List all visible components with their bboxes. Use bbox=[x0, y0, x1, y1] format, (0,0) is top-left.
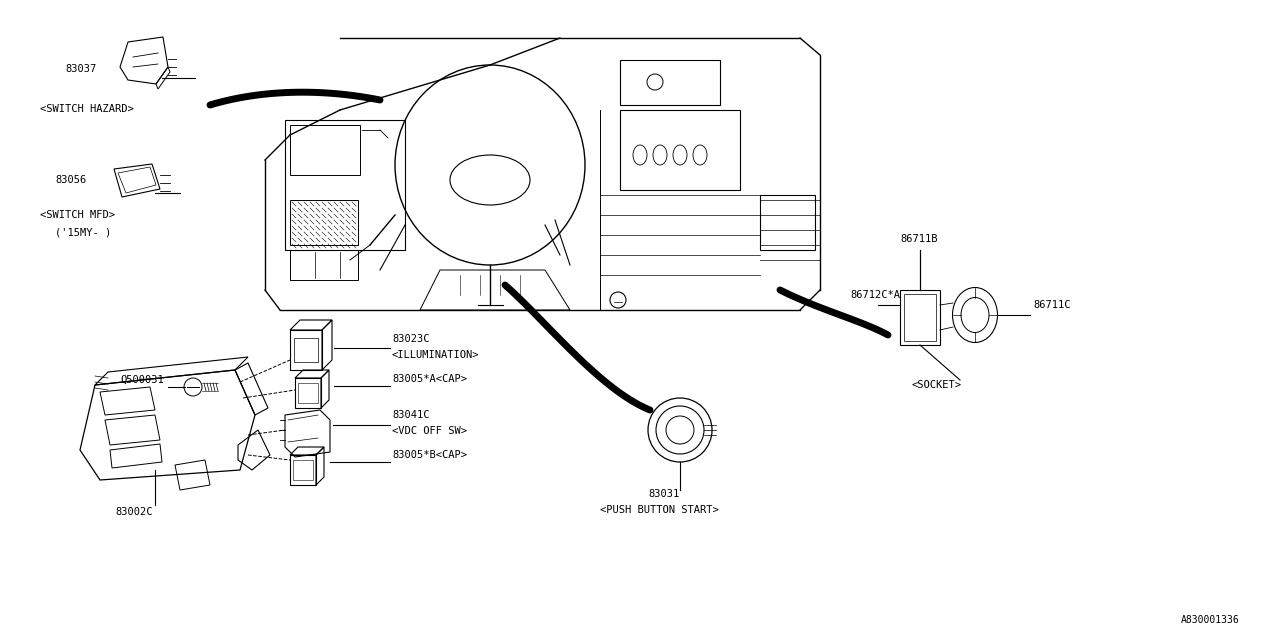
Bar bbox=[900, 290, 940, 345]
Text: <SWITCH HAZARD>: <SWITCH HAZARD> bbox=[40, 104, 133, 114]
Bar bbox=[285, 120, 404, 250]
Bar bbox=[760, 195, 815, 250]
Bar bbox=[620, 110, 740, 190]
Text: 83056: 83056 bbox=[55, 175, 86, 185]
Bar bbox=[293, 460, 314, 480]
Text: 86711C: 86711C bbox=[1033, 300, 1070, 310]
Text: A830001336: A830001336 bbox=[1181, 615, 1240, 625]
Text: Q500031: Q500031 bbox=[120, 375, 164, 385]
Text: <PUSH BUTTON START>: <PUSH BUTTON START> bbox=[600, 505, 719, 515]
Bar bbox=[291, 125, 360, 175]
Text: <SWITCH MFD>: <SWITCH MFD> bbox=[40, 210, 115, 220]
Text: <ILLUMINATION>: <ILLUMINATION> bbox=[392, 350, 480, 360]
Text: 83037: 83037 bbox=[65, 64, 96, 74]
Text: 83005*B<CAP>: 83005*B<CAP> bbox=[392, 450, 467, 460]
Bar bbox=[904, 294, 936, 341]
Text: 86712C*A: 86712C*A bbox=[850, 290, 900, 300]
Text: 83002C: 83002C bbox=[115, 507, 152, 517]
Text: 86711B: 86711B bbox=[900, 234, 937, 244]
Text: 83005*A<CAP>: 83005*A<CAP> bbox=[392, 374, 467, 384]
Text: 83031: 83031 bbox=[648, 489, 680, 499]
Text: ('15MY- ): ('15MY- ) bbox=[55, 227, 111, 237]
Bar bbox=[291, 200, 358, 245]
Text: 83041C: 83041C bbox=[392, 410, 430, 420]
Text: <VDC OFF SW>: <VDC OFF SW> bbox=[392, 426, 467, 436]
Text: <SOCKET>: <SOCKET> bbox=[911, 380, 963, 390]
Text: 83023C: 83023C bbox=[392, 334, 430, 344]
Bar bbox=[298, 383, 317, 403]
Bar bbox=[294, 338, 317, 362]
Bar bbox=[291, 250, 358, 280]
Bar bbox=[620, 60, 719, 105]
